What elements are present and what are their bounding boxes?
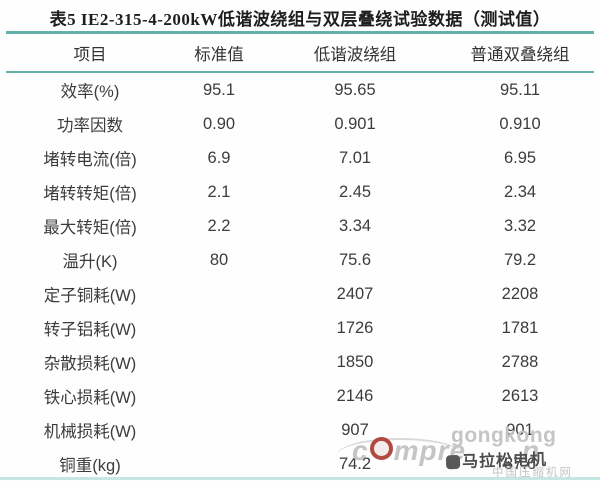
row-value: 2146 xyxy=(336,386,374,405)
row-value: 0.90 xyxy=(202,114,236,133)
table-body: 效率(%) 95.1 95.65 95.11 功率因数 0.90 0.901 0.910 堵转电… xyxy=(6,73,594,481)
table-bottom-rule xyxy=(0,477,600,480)
table-row: 堵转电流(倍) 6.9 7.01 6.95 xyxy=(6,141,594,175)
header-standard: 标准值 xyxy=(194,45,244,64)
header-item: 项目 xyxy=(73,45,107,64)
row-item-label: 堵转转矩(倍) xyxy=(43,185,137,203)
header-low-harmonic: 低谐波绕组 xyxy=(313,45,397,64)
row-value: 7.01 xyxy=(338,148,372,167)
row-item-label: 铁心损耗(W) xyxy=(43,389,137,407)
row-item-label: 堵转电流(倍) xyxy=(43,151,137,169)
row-value: 80 xyxy=(209,250,229,269)
table-row: 效率(%) 95.1 95.65 95.11 xyxy=(6,73,594,107)
row-value: 2.1 xyxy=(207,182,231,201)
row-item-label: 功率因数 xyxy=(57,117,123,135)
table-row: 功率因数 0.90 0.901 0.910 xyxy=(6,107,594,141)
row-value: 1781 xyxy=(501,318,539,337)
row-value: 95.11 xyxy=(499,80,541,99)
data-table: 项目 标准值 低谐波绕组 普通双叠绕组 效率(%) 95.1 95.65 95.11 功… xyxy=(6,31,594,481)
row-value: 6.9 xyxy=(207,148,231,167)
row-value: 901 xyxy=(506,420,534,439)
row-value: 2788 xyxy=(501,352,539,371)
table-row: 转子铝耗(W) 1726 1781 xyxy=(6,311,594,345)
table-row: 堵转转矩(倍) 2.1 2.45 2.34 xyxy=(6,175,594,209)
row-value: 0.901 xyxy=(334,114,376,133)
row-value: 75.6 xyxy=(338,250,372,269)
row-item-label: 铜重(kg) xyxy=(59,457,121,475)
row-value: 1850 xyxy=(336,352,374,371)
row-value: 3.32 xyxy=(503,216,537,235)
table-row: 最大转矩(倍) 2.2 3.34 3.32 xyxy=(6,209,594,243)
row-value: 74.2 xyxy=(338,454,372,473)
table-row: 机械损耗(W) 907 901 xyxy=(6,413,594,447)
row-item-label: 转子铝耗(W) xyxy=(43,321,137,339)
row-value: 2.34 xyxy=(503,182,537,201)
row-item-label: 定子铜耗(W) xyxy=(43,287,137,305)
row-item-label: 机械损耗(W) xyxy=(43,423,137,441)
header-double-lap: 普通双叠绕组 xyxy=(470,45,570,64)
row-value: 907 xyxy=(341,420,369,439)
table-row: 铜重(kg) 74.2 87.6 xyxy=(6,447,594,481)
row-value: 2.2 xyxy=(207,216,231,235)
row-value: 2613 xyxy=(501,386,539,405)
table-header-row: 项目 标准值 低谐波绕组 普通双叠绕组 xyxy=(6,31,594,73)
row-value: 87.6 xyxy=(503,454,537,473)
row-value: 79.2 xyxy=(503,250,537,269)
row-value: 95.65 xyxy=(334,80,376,99)
row-item-label: 杂散损耗(W) xyxy=(43,355,137,373)
row-value: 2208 xyxy=(501,284,539,303)
table-row: 铁心损耗(W) 2146 2613 xyxy=(6,379,594,413)
row-value: 2.45 xyxy=(338,182,372,201)
row-value: 95.1 xyxy=(202,80,236,99)
row-item-label: 最大转矩(倍) xyxy=(43,219,137,237)
row-value: 0.910 xyxy=(499,114,541,133)
table-row: 杂散损耗(W) 1850 2788 xyxy=(6,345,594,379)
table-row: 定子铜耗(W) 2407 2208 xyxy=(6,277,594,311)
row-value: 3.34 xyxy=(338,216,372,235)
row-item-label: 效率(%) xyxy=(60,83,120,101)
row-value: 1726 xyxy=(336,318,374,337)
table-row: 温升(K) 80 75.6 79.2 xyxy=(6,243,594,277)
row-item-label: 温升(K) xyxy=(62,253,118,271)
row-value: 2407 xyxy=(336,284,374,303)
row-value: 6.95 xyxy=(503,148,537,167)
table-title: 表5 IE2-315-4-200kW低谐波绕组与双层叠绕试验数据（测试值） xyxy=(49,10,551,29)
